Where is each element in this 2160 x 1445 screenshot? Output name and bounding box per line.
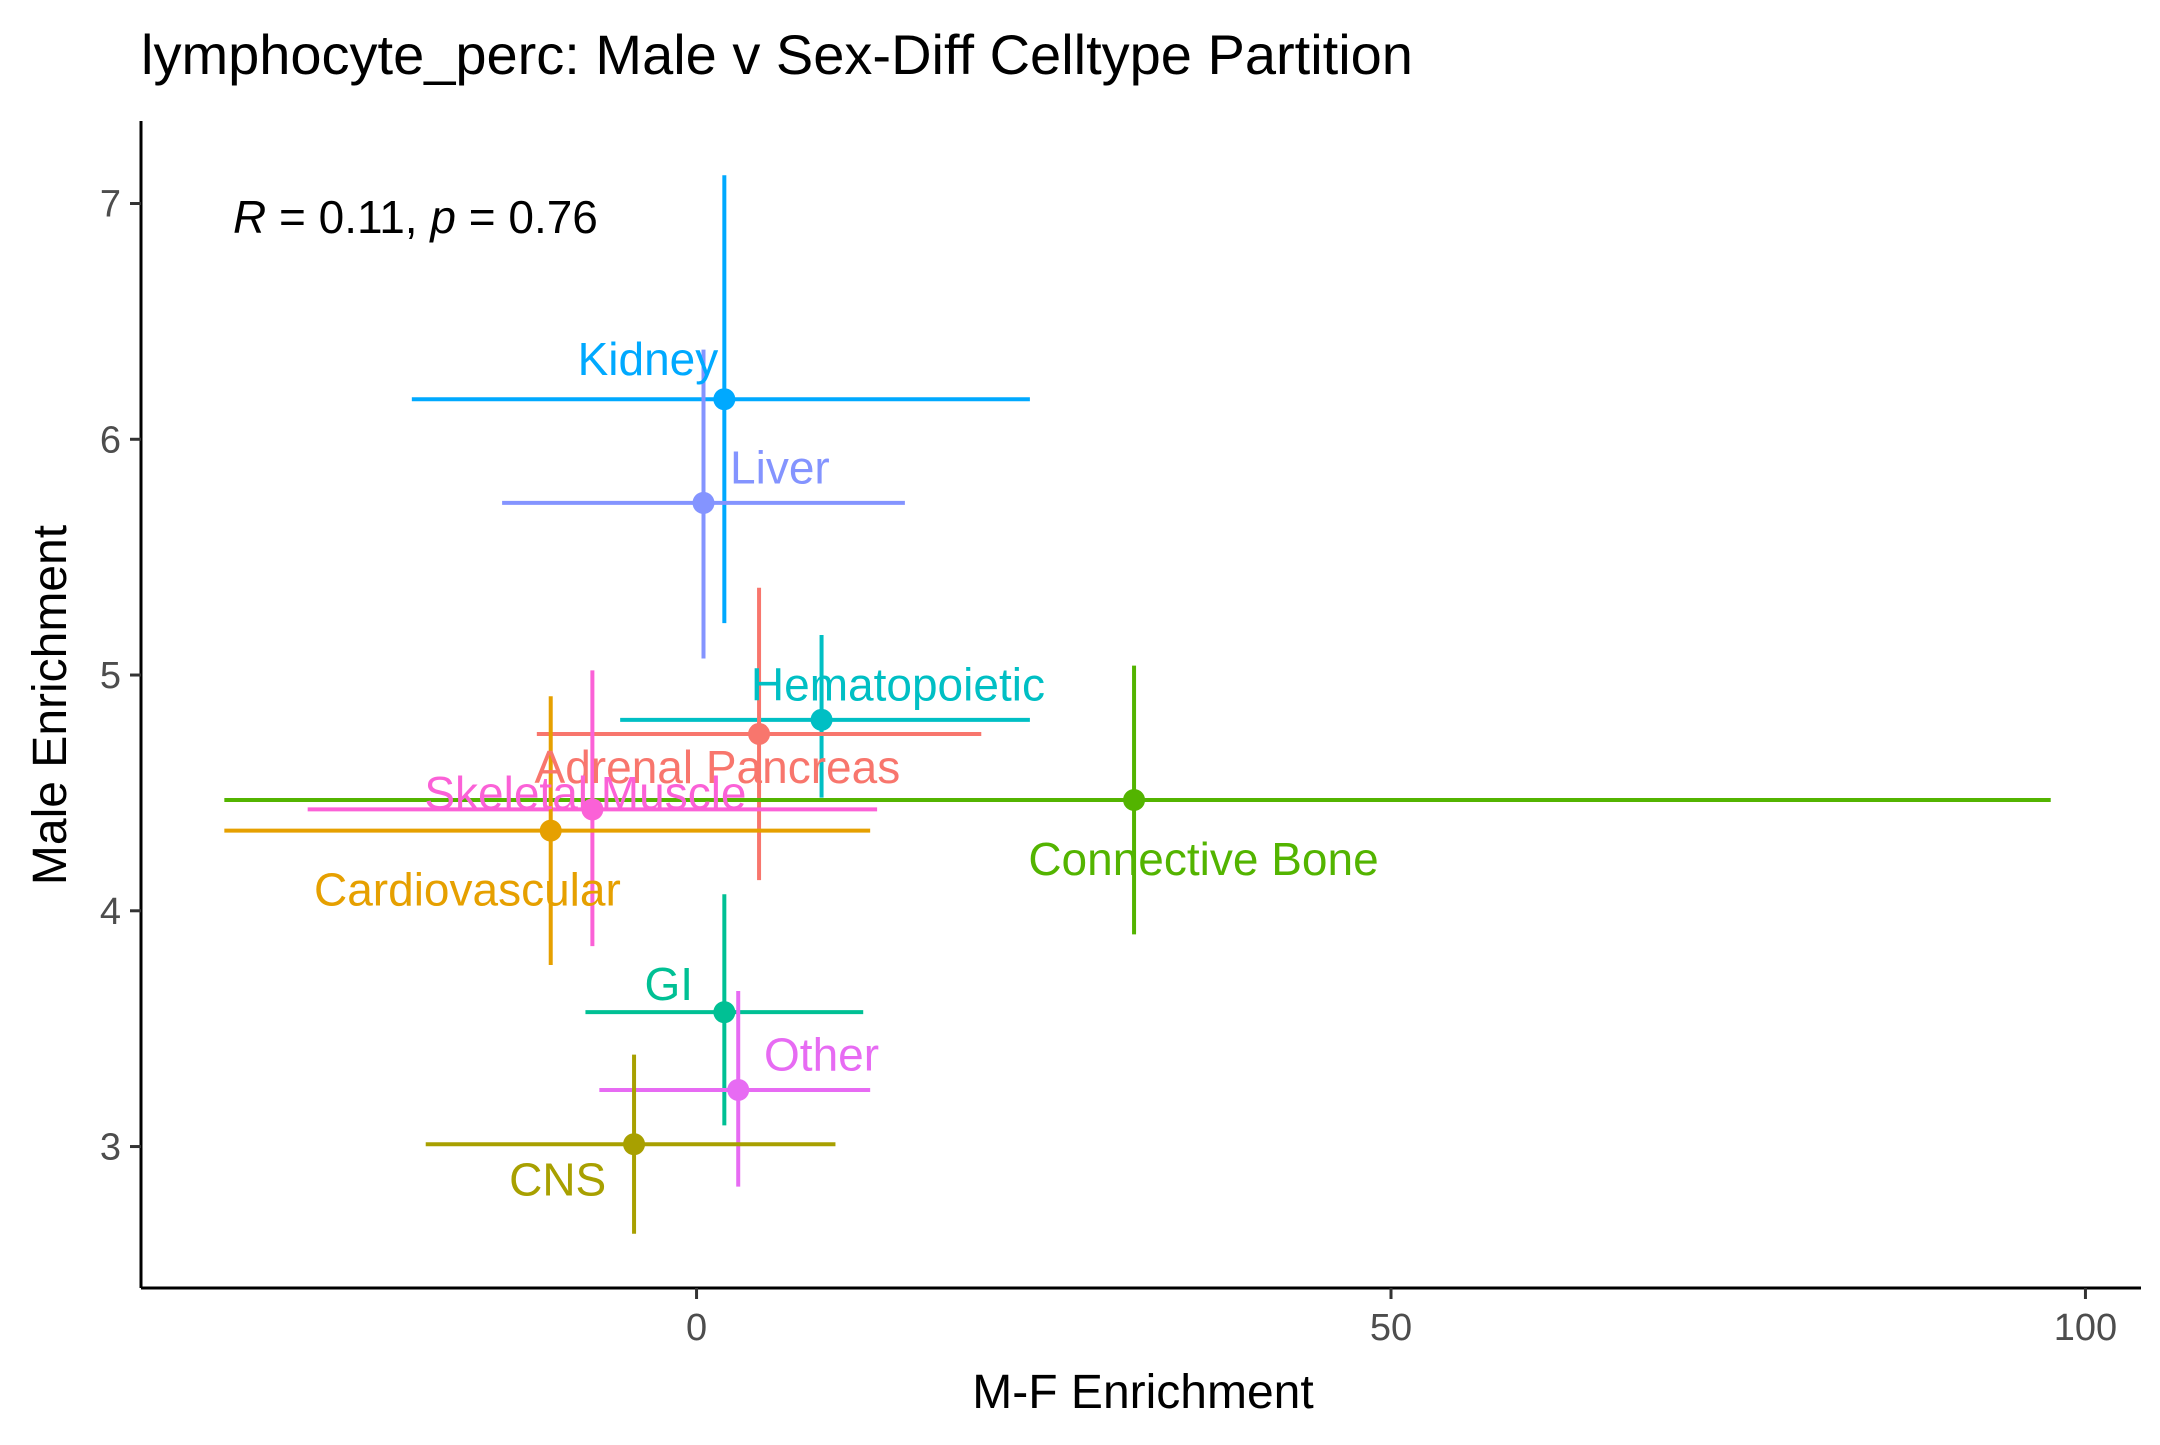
point-group-hematopoietic [620, 634, 1030, 798]
x-tick-label: 0 [686, 1307, 707, 1349]
point-label-cns: CNS [509, 1154, 606, 1206]
correlation-annotation: R = 0.11, p = 0.76 [233, 191, 598, 243]
point-cardiovascular [539, 819, 562, 842]
point-group-skeletal-muscle [307, 670, 878, 947]
y-tick-label: 5 [100, 655, 121, 697]
point-group-adrenal-pancreas [536, 587, 982, 881]
x-axis-title: M-F Enrichment [972, 1366, 1313, 1419]
annotation-r-symbol: R [233, 191, 266, 243]
point-liver [692, 491, 715, 514]
point-cns [623, 1133, 646, 1156]
annotation-p-text: = 0.76 [456, 191, 598, 243]
y-tick-label: 6 [100, 419, 121, 461]
point-label-liver: Liver [730, 442, 830, 494]
point-group-liver [502, 349, 905, 659]
point-group-cardiovascular [224, 696, 871, 966]
point-label-skeletal-muscle: Skeletal Muscle [424, 767, 746, 819]
point-group-kidney [411, 175, 1030, 624]
point-connective-bone [1123, 788, 1146, 811]
y-tick-label: 4 [100, 891, 121, 933]
point-label-gi: GI [644, 958, 693, 1010]
point-label-adrenal-pancreas: Adrenal Pancreas [535, 741, 901, 793]
point-label-cardiovascular: Cardiovascular [314, 864, 621, 916]
point-skeletal-muscle [581, 798, 604, 821]
point-group-connective-bone [224, 665, 2051, 935]
point-gi [713, 1001, 736, 1024]
y-axis-title: Male Enrichment [24, 525, 77, 885]
annotation-r-text: = 0.11, [266, 191, 430, 243]
point-other [727, 1078, 750, 1101]
point-hematopoietic [810, 708, 833, 731]
x-tick-label: 100 [2054, 1307, 2117, 1349]
point-kidney [713, 388, 736, 411]
point-label-hematopoietic: Hematopoietic [751, 658, 1045, 710]
point-group-gi [585, 894, 864, 1126]
annotation-p-symbol: p [428, 191, 456, 243]
point-group-cns [425, 1054, 836, 1234]
axis-ticks: 0 50 100 3 4 5 6 7 [100, 184, 2117, 1349]
chart-title: lymphocyte_perc: Male v Sex-Diff Celltyp… [141, 23, 1413, 86]
point-label-other: Other [764, 1029, 879, 1081]
point-group-other [599, 990, 871, 1187]
plot-area: Kidney Liver Hematopoietic Adrenal Pancreas… [224, 175, 2051, 1234]
point-label-kidney: Kidney [578, 333, 719, 385]
x-tick-label: 50 [1370, 1307, 1412, 1349]
point-label-connective-bone: Connective Bone [1028, 833, 1378, 885]
y-tick-label: 7 [100, 184, 121, 226]
y-tick-label: 3 [100, 1127, 121, 1169]
point-adrenal-pancreas [748, 722, 771, 745]
